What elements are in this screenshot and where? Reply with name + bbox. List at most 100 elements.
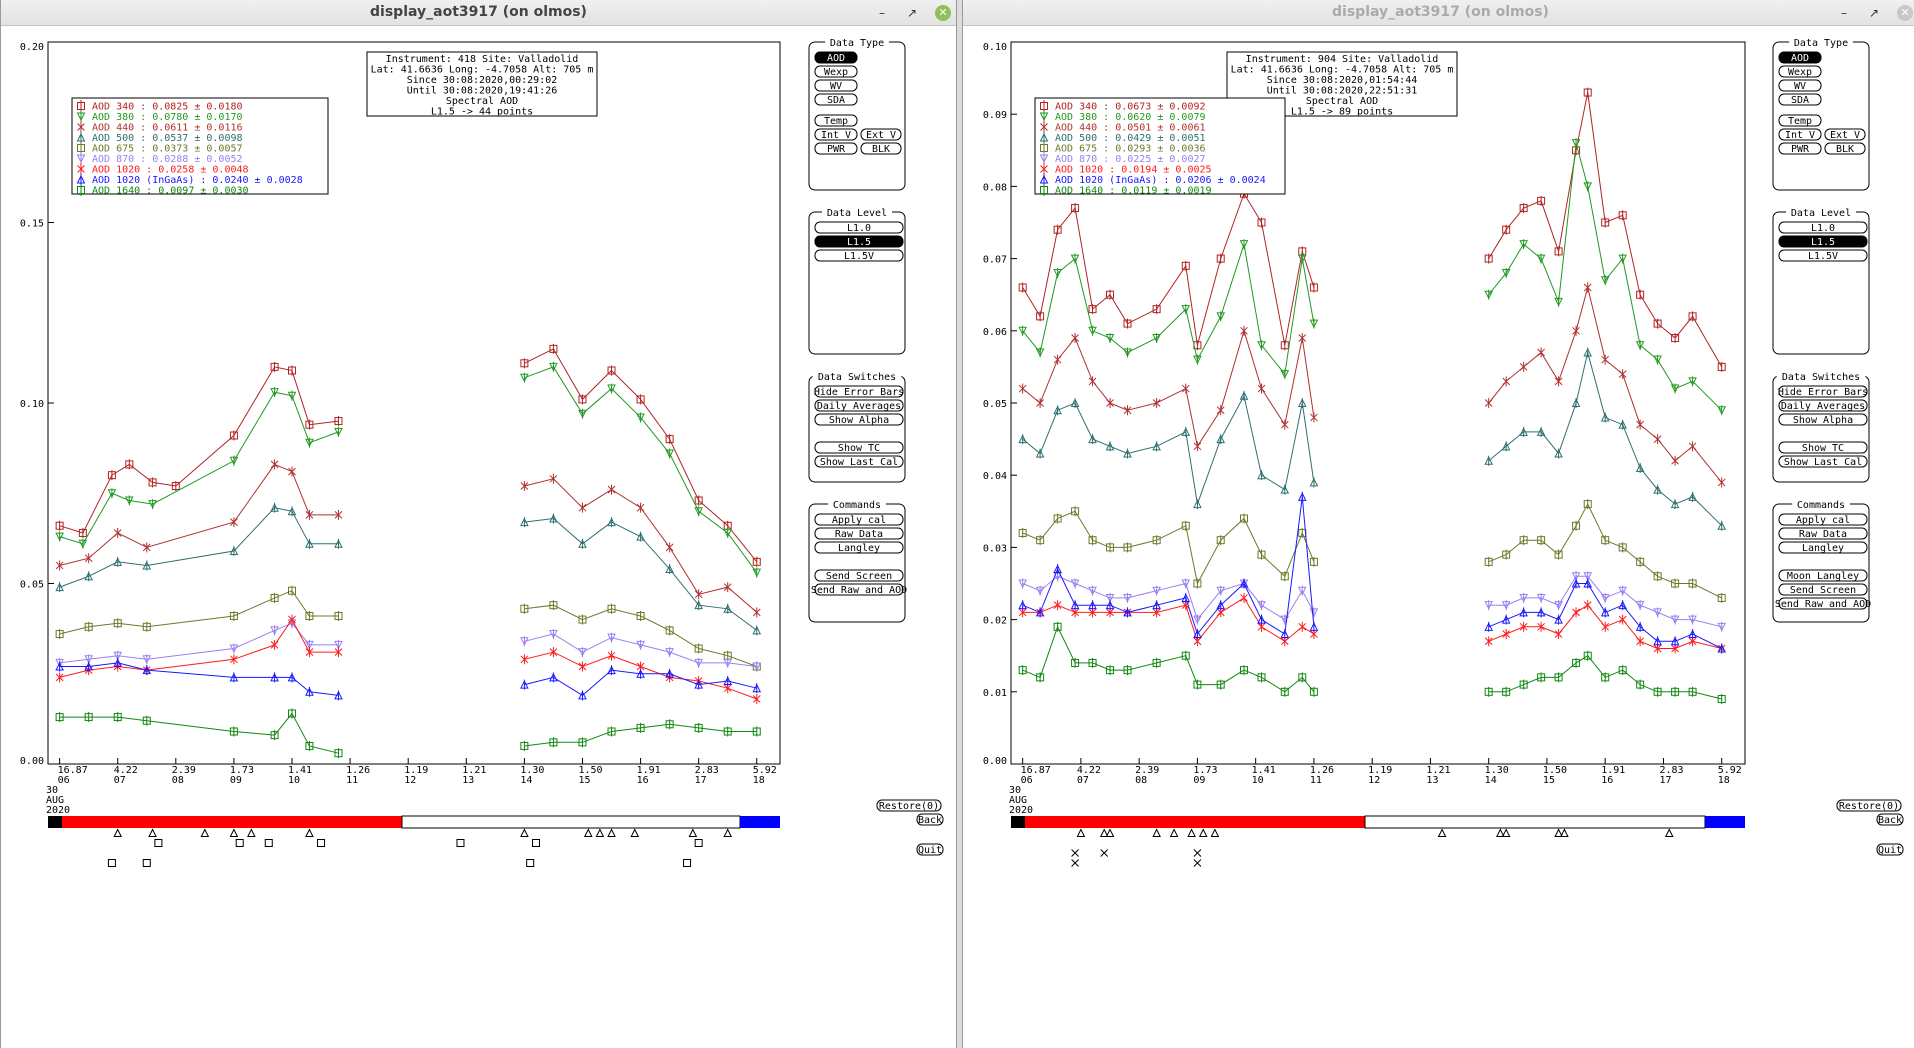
- minimize-icon[interactable]: –: [879, 6, 885, 20]
- quit-button[interactable]: Quit: [1876, 843, 1904, 856]
- data-type-wexp-button[interactable]: Wexp: [1778, 65, 1822, 78]
- button-frame: [814, 235, 904, 248]
- x-tick-label-alpha: 5.92: [1718, 765, 1742, 776]
- raw-data-button[interactable]: Raw Data: [814, 527, 904, 540]
- temp-button[interactable]: Temp: [1778, 114, 1822, 127]
- raw-data-button[interactable]: Raw Data: [1778, 527, 1868, 540]
- ext-v-button[interactable]: Ext V: [1824, 128, 1866, 141]
- show-last-cal-button[interactable]: Show Last Cal: [1778, 455, 1868, 468]
- data-point: [1537, 673, 1546, 682]
- temp-button[interactable]: Temp: [814, 114, 858, 127]
- close-icon[interactable]: ✕: [935, 5, 951, 21]
- panel-title-bg: [828, 498, 886, 509]
- langley-button[interactable]: Langley: [814, 541, 904, 554]
- send-raw-and-aod-button[interactable]: Send Raw and AOD: [1775, 597, 1871, 610]
- data-level-l1-0-button[interactable]: L1.0: [1778, 221, 1868, 234]
- data-point: [1519, 240, 1528, 249]
- data-level-l1-5-button[interactable]: L1.5: [1778, 235, 1868, 248]
- send-raw-and-aod-button[interactable]: Send Raw and AOD: [811, 583, 907, 596]
- ext-v-button[interactable]: Ext V: [860, 128, 902, 141]
- data-type-wv-button[interactable]: WV: [1778, 79, 1822, 92]
- info-line-4: Until 30:08:2020,19:41:26: [407, 86, 558, 97]
- daily-averages-button[interactable]: Daily Averages: [814, 399, 904, 412]
- x-tick-label-alpha: 1.41: [288, 765, 312, 776]
- button-label: Restore(0): [879, 801, 939, 812]
- button-frame: [1778, 513, 1868, 526]
- show-alpha-button[interactable]: Show Alpha: [1778, 413, 1868, 426]
- button-frame: [814, 93, 858, 106]
- button-label: Apply cal: [1796, 515, 1850, 526]
- data-point: [1280, 629, 1290, 639]
- maximize-icon[interactable]: ↗: [1868, 6, 1880, 20]
- close-icon[interactable]: ✕: [1897, 5, 1913, 21]
- data-point: [288, 586, 296, 595]
- button-frame: [814, 441, 904, 454]
- data-point: [113, 713, 122, 722]
- series-line: [1488, 604, 1722, 649]
- data-level-l1-5-button[interactable]: L1.5: [814, 235, 904, 248]
- y-tick-label: 0.07: [983, 255, 1007, 266]
- data-type-wexp-button[interactable]: Wexp: [814, 65, 858, 78]
- x-tick-label-alpha: 1.50: [1543, 765, 1567, 776]
- data-point: [665, 449, 674, 459]
- int-v-button[interactable]: Int V: [1778, 128, 1822, 141]
- data-type-aod-button[interactable]: AOD: [1778, 51, 1822, 64]
- data-point: [305, 687, 314, 696]
- window-instrument-418: display_aot3917 (on olmos) – ↗ ✕ 0.20 0.1…: [0, 0, 957, 1048]
- button-label: Show Last Cal: [820, 457, 898, 468]
- apply-cal-button[interactable]: Apply cal: [814, 513, 904, 526]
- data-point: [1123, 593, 1132, 603]
- restore-button[interactable]: Restore(0): [876, 799, 942, 812]
- data-type-wv-button[interactable]: WV: [814, 79, 858, 92]
- show-alpha-button[interactable]: Show Alpha: [814, 413, 904, 426]
- data-type-sda-button[interactable]: SDA: [1778, 93, 1822, 106]
- info-line-6: L1.5 -> 44 points: [431, 107, 533, 118]
- langley-button[interactable]: Langley: [1778, 541, 1868, 554]
- y-tick-label: 0.00: [983, 756, 1007, 767]
- date-day: 30: [46, 785, 58, 796]
- quit-button[interactable]: Quit: [916, 843, 944, 856]
- data-point: [1554, 673, 1563, 682]
- data-point: [1519, 622, 1528, 631]
- data-point: [229, 644, 239, 654]
- data-level-l1-0-button[interactable]: L1.0: [814, 221, 904, 234]
- timeline-marker: [1193, 849, 1202, 857]
- send-screen-button[interactable]: Send Screen: [1778, 583, 1868, 596]
- data-point: [607, 517, 616, 527]
- data-level-l1-5v-button[interactable]: L1.5V: [1778, 249, 1868, 262]
- show-tc-button[interactable]: Show TC: [1778, 441, 1868, 454]
- data-point: [1053, 269, 1062, 278]
- data-type-aod-button[interactable]: AOD: [814, 51, 858, 64]
- int-v-button[interactable]: Int V: [814, 128, 858, 141]
- data-point: [1717, 622, 1727, 632]
- button-label: Daily Averages: [1781, 401, 1865, 412]
- blk-button[interactable]: BLK: [1824, 142, 1866, 155]
- apply-cal-button[interactable]: Apply cal: [1778, 513, 1868, 526]
- moon-langley-button[interactable]: Moon Langley: [1778, 569, 1868, 582]
- pwr-button[interactable]: PWR: [814, 142, 858, 155]
- pwr-button[interactable]: PWR: [1778, 142, 1822, 155]
- series-aod-1640: [1018, 621, 1726, 705]
- x-tick-label-day: 10: [1252, 775, 1264, 786]
- blk-button[interactable]: BLK: [860, 142, 902, 155]
- data-point: [1717, 362, 1726, 371]
- back-button[interactable]: Back: [1876, 813, 1904, 826]
- back-button[interactable]: Back: [916, 813, 944, 826]
- show-tc-button[interactable]: Show TC: [814, 441, 904, 454]
- minimize-icon[interactable]: –: [1841, 6, 1847, 20]
- hide-error-bars-button[interactable]: Hide Error Bars: [1778, 385, 1868, 398]
- show-last-cal-button[interactable]: Show Last Cal: [814, 455, 904, 468]
- maximize-icon[interactable]: ↗: [906, 6, 918, 20]
- daily-averages-button[interactable]: Daily Averages: [1778, 399, 1868, 412]
- data-point: [1240, 326, 1248, 335]
- send-screen-button[interactable]: Send Screen: [814, 569, 904, 582]
- data-point: [665, 720, 674, 729]
- panel-title: Data Level: [827, 208, 887, 219]
- data-type-sda-button[interactable]: SDA: [814, 93, 858, 106]
- data-level-l1-5v-button[interactable]: L1.5V: [814, 249, 904, 262]
- hide-error-bars-button[interactable]: Hide Error Bars: [814, 385, 904, 398]
- data-point: [1601, 218, 1610, 227]
- data-point: [1671, 579, 1680, 588]
- restore-button[interactable]: Restore(0): [1836, 799, 1902, 812]
- timeline-marker: [683, 859, 692, 867]
